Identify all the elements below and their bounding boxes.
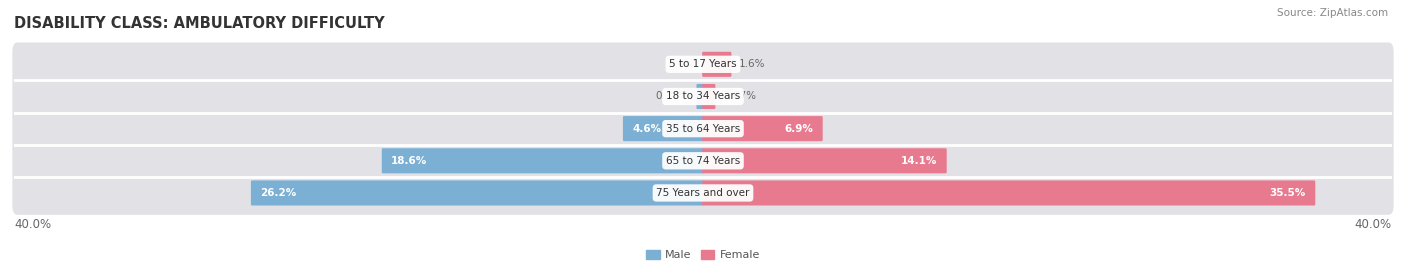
Text: 14.1%: 14.1% xyxy=(901,156,938,166)
Text: 35.5%: 35.5% xyxy=(1270,188,1306,198)
Text: 65 to 74 Years: 65 to 74 Years xyxy=(666,156,740,166)
FancyBboxPatch shape xyxy=(13,171,1393,215)
Text: 4.6%: 4.6% xyxy=(633,124,661,134)
FancyBboxPatch shape xyxy=(696,84,704,109)
FancyBboxPatch shape xyxy=(702,116,823,141)
FancyBboxPatch shape xyxy=(250,180,704,206)
FancyBboxPatch shape xyxy=(702,84,716,109)
Legend: Male, Female: Male, Female xyxy=(641,245,765,265)
Text: 5 to 17 Years: 5 to 17 Years xyxy=(669,59,737,69)
Text: 0.67%: 0.67% xyxy=(723,91,756,102)
FancyBboxPatch shape xyxy=(702,148,946,173)
Text: 6.9%: 6.9% xyxy=(785,124,813,134)
FancyBboxPatch shape xyxy=(13,139,1393,183)
Text: 40.0%: 40.0% xyxy=(1355,218,1392,231)
Text: 75 Years and over: 75 Years and over xyxy=(657,188,749,198)
FancyBboxPatch shape xyxy=(13,42,1393,86)
Text: 0.33%: 0.33% xyxy=(655,91,689,102)
Text: 18 to 34 Years: 18 to 34 Years xyxy=(666,91,740,102)
FancyBboxPatch shape xyxy=(13,75,1393,118)
Text: 26.2%: 26.2% xyxy=(260,188,297,198)
FancyBboxPatch shape xyxy=(623,116,704,141)
FancyBboxPatch shape xyxy=(13,107,1393,151)
FancyBboxPatch shape xyxy=(382,148,704,173)
Text: DISABILITY CLASS: AMBULATORY DIFFICULTY: DISABILITY CLASS: AMBULATORY DIFFICULTY xyxy=(14,16,385,31)
Text: 1.6%: 1.6% xyxy=(740,59,766,69)
Text: 35 to 64 Years: 35 to 64 Years xyxy=(666,124,740,134)
Text: 18.6%: 18.6% xyxy=(391,156,427,166)
Text: 0.0%: 0.0% xyxy=(668,59,695,69)
FancyBboxPatch shape xyxy=(702,180,1315,206)
FancyBboxPatch shape xyxy=(702,52,731,77)
Text: Source: ZipAtlas.com: Source: ZipAtlas.com xyxy=(1277,8,1388,18)
Text: 40.0%: 40.0% xyxy=(14,218,51,231)
